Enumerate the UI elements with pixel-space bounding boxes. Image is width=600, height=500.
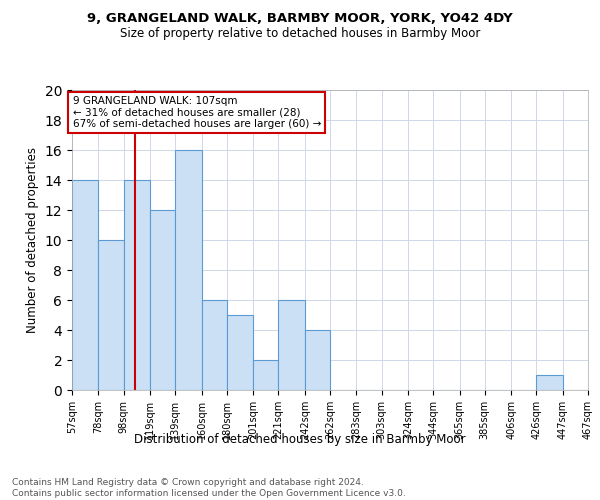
Text: Size of property relative to detached houses in Barmby Moor: Size of property relative to detached ho…: [120, 28, 480, 40]
Bar: [227, 315, 253, 390]
Bar: [98, 240, 124, 390]
Y-axis label: Number of detached properties: Number of detached properties: [26, 147, 39, 333]
Bar: [175, 150, 202, 390]
Text: 9, GRANGELAND WALK, BARMBY MOOR, YORK, YO42 4DY: 9, GRANGELAND WALK, BARMBY MOOR, YORK, Y…: [87, 12, 513, 26]
Bar: [278, 300, 305, 390]
Bar: [305, 330, 330, 390]
Text: 9 GRANGELAND WALK: 107sqm
← 31% of detached houses are smaller (28)
67% of semi-: 9 GRANGELAND WALK: 107sqm ← 31% of detac…: [73, 96, 321, 129]
Bar: [202, 300, 227, 390]
Text: Contains HM Land Registry data © Crown copyright and database right 2024.
Contai: Contains HM Land Registry data © Crown c…: [12, 478, 406, 498]
Bar: [72, 180, 98, 390]
Bar: [124, 180, 150, 390]
Text: Distribution of detached houses by size in Barmby Moor: Distribution of detached houses by size …: [134, 432, 466, 446]
Bar: [150, 210, 175, 390]
Bar: [253, 360, 278, 390]
Bar: [536, 375, 563, 390]
